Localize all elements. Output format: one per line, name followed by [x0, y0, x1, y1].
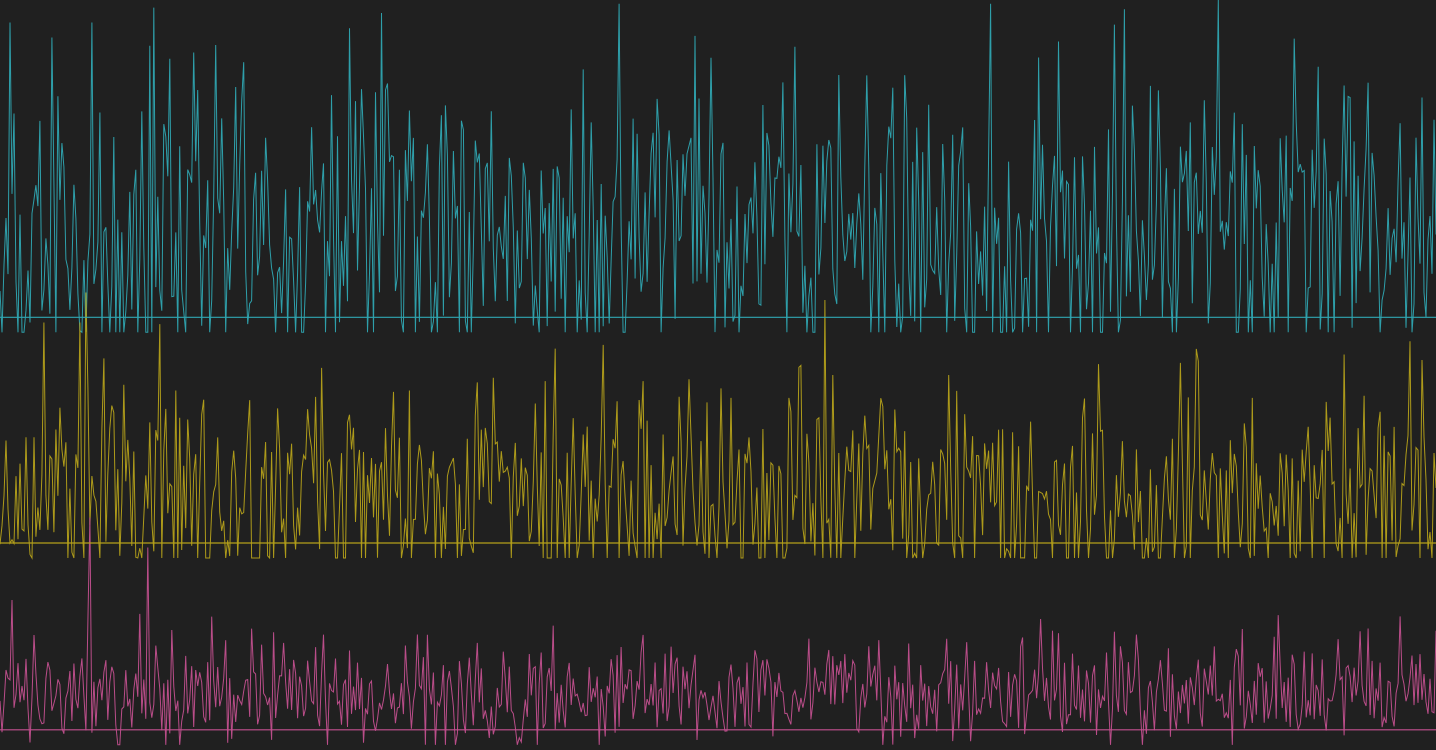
baseline-layer [0, 316, 1436, 731]
series-line-2 [0, 292, 1436, 560]
series-line-3 [0, 517, 1436, 746]
series-line-1 [0, 0, 1436, 334]
